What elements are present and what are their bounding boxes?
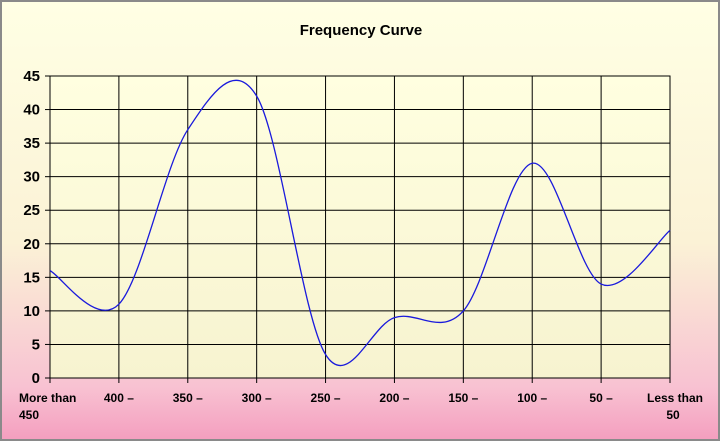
x-tick-label: 300 –	[242, 391, 272, 405]
data-point	[255, 95, 258, 98]
y-tick-label: 45	[23, 68, 40, 85]
x-tick-label: 50	[666, 408, 680, 422]
x-tick-label: 350 –	[173, 391, 203, 405]
x-tick-label: 50 –	[589, 391, 613, 405]
data-point	[117, 303, 120, 306]
x-tick-label: 150 –	[448, 391, 478, 405]
x-tick-label: 250 –	[311, 391, 341, 405]
data-point	[49, 269, 52, 272]
series-line	[49, 79, 671, 366]
y-tick-label: 30	[23, 169, 40, 186]
x-tick-label: Less than	[647, 391, 703, 405]
y-tick-label: 0	[32, 370, 40, 387]
x-tick-label: 100 –	[517, 391, 547, 405]
y-tick-label: 20	[23, 236, 40, 253]
y-tick-label: 5	[32, 336, 40, 353]
y-tick-label: 40	[23, 102, 40, 119]
data-point	[600, 283, 603, 286]
y-tick-label: 25	[23, 202, 40, 219]
data-point	[531, 162, 534, 165]
x-tick-label: 450	[19, 408, 39, 422]
data-point	[462, 309, 465, 312]
y-tick-label: 15	[23, 269, 40, 286]
data-point	[669, 229, 672, 232]
x-tick-label: 400 –	[104, 391, 134, 405]
y-tick-label: 10	[23, 303, 40, 320]
data-point	[186, 128, 189, 131]
x-tick-label: More than	[19, 391, 76, 405]
chart-title: Frequency Curve	[300, 22, 423, 39]
plot-area	[49, 75, 671, 379]
x-tick-label: 200 –	[379, 391, 409, 405]
y-tick-label: 35	[23, 135, 40, 152]
data-point	[324, 353, 327, 356]
data-point	[393, 316, 396, 319]
